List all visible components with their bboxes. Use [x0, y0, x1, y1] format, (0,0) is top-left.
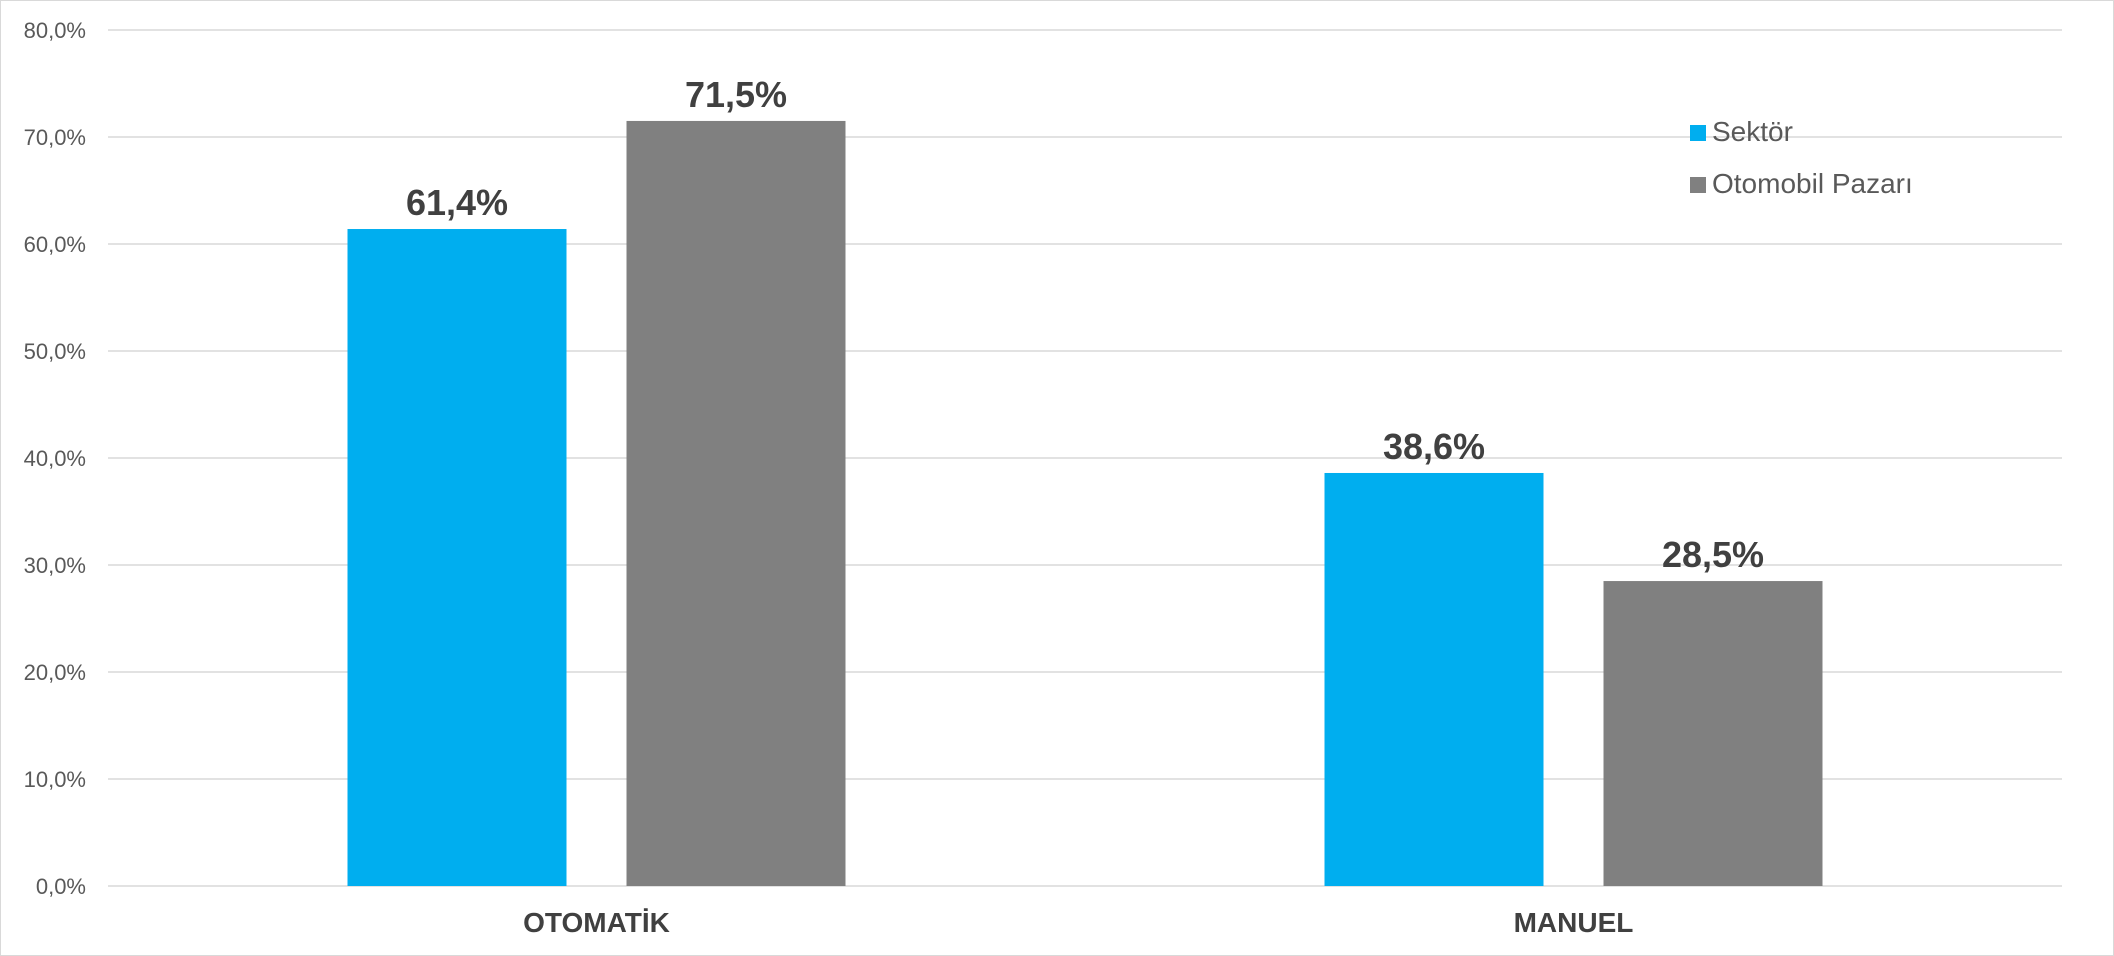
- legend-swatch: [1690, 177, 1706, 193]
- y-tick-label: 50,0%: [24, 339, 86, 364]
- bars: [347, 120, 1823, 886]
- x-axis-category-labels: OTOMATİK MANUEL: [523, 907, 1633, 938]
- x-category-label: OTOMATİK: [523, 907, 670, 938]
- y-tick-label: 70,0%: [24, 125, 86, 150]
- y-axis-tick-labels: 0,0% 10,0% 20,0% 30,0% 40,0% 50,0% 60,0% 70,0% 8…: [24, 18, 86, 899]
- legend: Sektör Otomobil Pazarı: [1690, 116, 1913, 199]
- y-tick-label: 80,0%: [24, 18, 86, 43]
- data-label: 61,4%: [406, 182, 508, 223]
- x-category-label: MANUEL: [1514, 907, 1634, 938]
- data-label: 28,5%: [1662, 534, 1764, 575]
- legend-label: Sektör: [1712, 116, 1793, 147]
- legend-label: Otomobil Pazarı: [1712, 168, 1913, 199]
- y-tick-label: 10,0%: [24, 767, 86, 792]
- y-tick-label: 20,0%: [24, 660, 86, 685]
- bar-1-0: [1324, 472, 1544, 886]
- y-tick-label: 40,0%: [24, 446, 86, 471]
- data-label: 38,6%: [1383, 426, 1485, 467]
- bar-0-1: [626, 120, 846, 886]
- y-tick-label: 0,0%: [36, 874, 86, 899]
- data-labels: 61,4% 71,5% 38,6% 28,5%: [406, 74, 1764, 575]
- y-tick-label: 60,0%: [24, 232, 86, 257]
- data-label: 71,5%: [685, 74, 787, 115]
- y-tick-label: 30,0%: [24, 553, 86, 578]
- legend-swatch: [1690, 125, 1706, 141]
- bar-0-0: [347, 229, 567, 886]
- bar-1-1: [1603, 581, 1823, 886]
